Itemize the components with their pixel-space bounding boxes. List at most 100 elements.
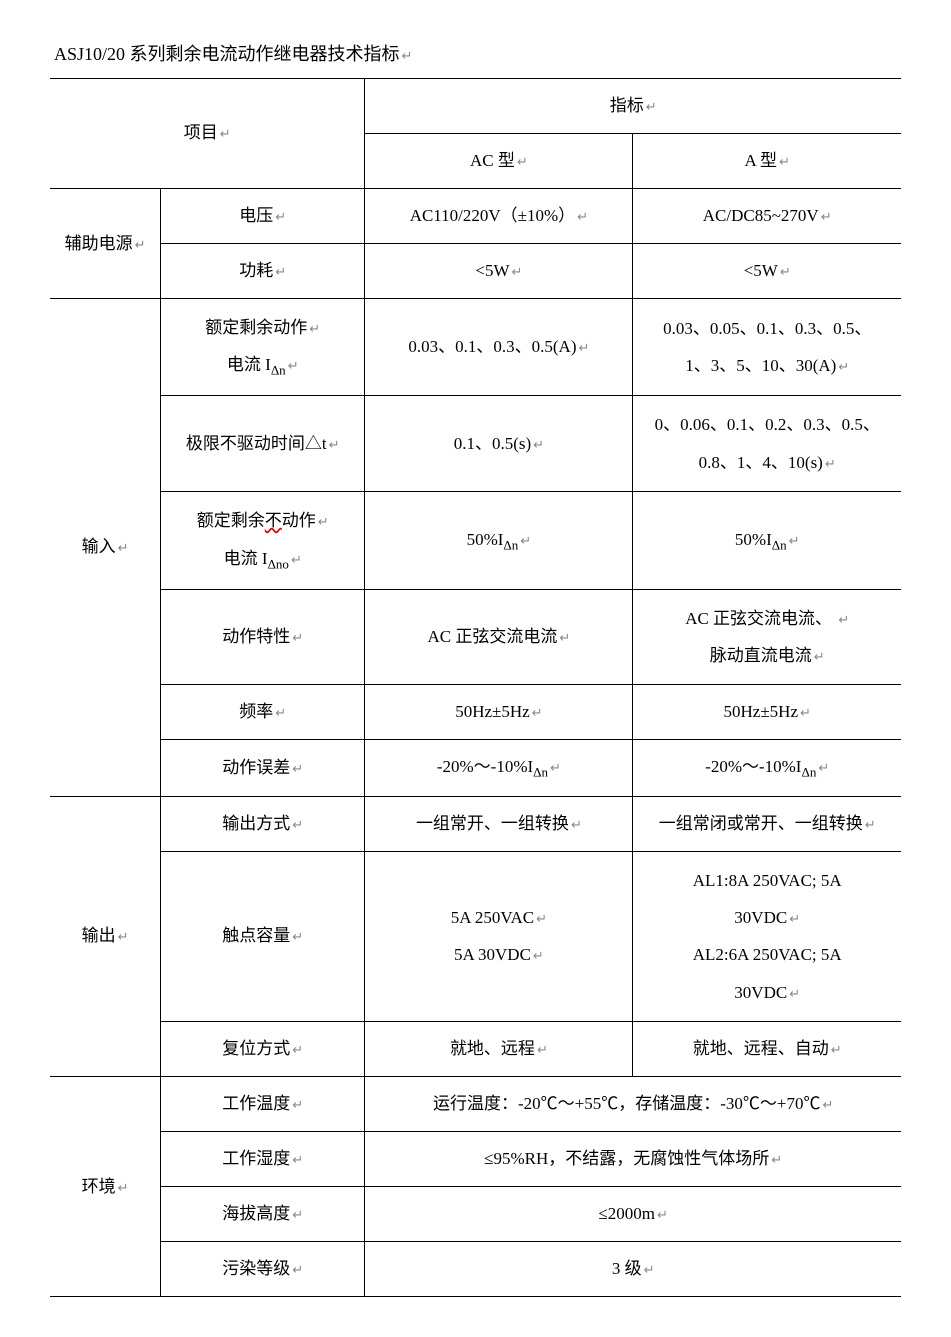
cell-text: 工作湿度 — [222, 1149, 303, 1168]
cell-text: Δno — [268, 556, 289, 571]
cell-text: -20%～-10%I — [437, 757, 533, 776]
output-mode-a: 一组常闭或常开、一组转换 — [633, 796, 901, 851]
reset-a: 就地、远程、自动 — [633, 1022, 901, 1077]
rated-residual-a: 0.03、0.05、0.1、0.3、0.5、 1、3、5、10、30(A) — [633, 299, 901, 396]
cell-text: 一组常闭或常开、一组转换 — [659, 814, 876, 833]
cell-text: 50%I — [735, 530, 772, 549]
cell-text: AC 型 — [470, 151, 528, 170]
table-row: 环境 工作温度 运行温度：-20℃～+55℃，存储温度：-30℃～+70℃ — [50, 1077, 901, 1132]
table-row: 辅助电源 电压 AC110/220V（±10%） AC/DC85~270V — [50, 189, 901, 244]
cell-text: 就地、远程、自动 — [693, 1039, 842, 1058]
cell-text: 动作误差 — [222, 758, 303, 777]
output-mode-label: 输出方式 — [161, 796, 365, 851]
cell-text: Δn — [801, 765, 816, 780]
contact-ac: 5A 250VAC 5A 30VDC — [365, 851, 633, 1022]
rated-no-act-label: 额定剩余不动作 电流 IΔno — [161, 492, 365, 589]
error-a: -20%～-10%IΔn — [633, 740, 901, 796]
char-a: AC 正弦交流电流、 脉动直流电流 — [633, 589, 901, 685]
humid-val: ≤95%RH，不结露，无腐蚀性气体场所 — [365, 1132, 901, 1187]
cell-text: -20%～-10%I — [705, 757, 801, 776]
table-row: 触点容量 5A 250VAC 5A 30VDC AL1:8A 250VAC; 5… — [50, 851, 901, 1022]
cell-text: 就地、远程 — [450, 1039, 548, 1058]
cell-text: 1、3、5、10、30(A) — [685, 356, 849, 375]
cell-text: 辅助电源 — [65, 234, 146, 253]
alt-val: ≤2000m — [365, 1187, 901, 1242]
cell-text: 指标 — [610, 96, 657, 115]
cell-text: AC 正弦交流电流、 — [685, 609, 849, 628]
pollute-label: 污染等级 — [161, 1242, 365, 1297]
reset-ac: 就地、远程 — [365, 1022, 633, 1077]
cell-text: 工作温度 — [222, 1094, 303, 1113]
pollute-val: 3 级 — [365, 1242, 901, 1297]
header-a-type: A 型 — [633, 134, 901, 189]
cell-text: 0.1、0.5(s) — [454, 434, 544, 453]
cell-text: 额定剩余动作 — [205, 318, 320, 337]
cell-text: 极限不驱动时间△t — [186, 434, 340, 453]
cell-text: 污染等级 — [222, 1259, 303, 1278]
table-row: 工作湿度 ≤95%RH，不结露，无腐蚀性气体场所 — [50, 1132, 901, 1187]
cell-text: AC 正弦交流电流、 — [685, 609, 832, 628]
cell-text: AC 正弦交流电流 — [428, 627, 571, 646]
power-ac: <5W — [365, 244, 633, 299]
cell-text: 频率 — [239, 702, 286, 721]
aux-power-label: 辅助电源 — [50, 189, 161, 299]
cell-text: -20%～-10%IΔn — [437, 757, 561, 776]
cell-text: 50Hz±5Hz — [724, 702, 811, 721]
cell-text: ≤95%RH，不结露，无腐蚀性气体场所 — [484, 1149, 782, 1168]
header-project: 项目 — [50, 79, 365, 189]
temp-val: 运行温度：-20℃～+55℃，存储温度：-30℃～+70℃ — [365, 1077, 901, 1132]
page-title: ASJ10/20 系列剩余电流动作继电器技术指标 — [50, 40, 901, 66]
header-indicator: 指标 — [365, 79, 901, 134]
table-row: 功耗 <5W <5W — [50, 244, 901, 299]
cell-text: 30VDC — [734, 908, 800, 927]
cell-text: <5W — [744, 261, 791, 280]
contact-label: 触点容量 — [161, 851, 365, 1022]
cell-text: AL1:8A 250VAC; 5A — [693, 871, 842, 890]
title-text: ASJ10/20 系列剩余电流动作继电器技术指标 — [54, 44, 412, 64]
cell-text: AC110/220V（±10%） — [410, 206, 588, 225]
cell-text: 电流 I — [224, 549, 268, 568]
table-row: 海拔高度 ≤2000m — [50, 1187, 901, 1242]
reset-label: 复位方式 — [161, 1022, 365, 1077]
humid-label: 工作湿度 — [161, 1132, 365, 1187]
contact-a: AL1:8A 250VAC; 5A 30VDC AL2:6A 250VAC; 5… — [633, 851, 901, 1022]
cell-text: 项目 — [184, 123, 231, 142]
cell-text: 电压 — [239, 206, 286, 225]
cell-text: 运行温度：-20℃～+55℃，存储温度：-30℃～+70℃ — [433, 1094, 833, 1113]
output-mode-ac: 一组常开、一组转换 — [365, 796, 633, 851]
cell-text: 额定剩余 — [197, 511, 265, 530]
cell-text: 海拔高度 — [222, 1204, 303, 1223]
cell-text: A 型 — [744, 151, 790, 170]
rated-no-act-a: 50%IΔn — [633, 492, 901, 589]
table-row: 输出 输出方式 一组常开、一组转换 一组常闭或常开、一组转换 — [50, 796, 901, 851]
limit-time-label: 极限不驱动时间△t — [161, 396, 365, 492]
alt-label: 海拔高度 — [161, 1187, 365, 1242]
spec-table: 项目 指标 AC 型 A 型 辅助电源 电压 AC110/220V（±10%） … — [50, 78, 901, 1297]
cell-text: Δn — [271, 363, 286, 378]
table-row: 频率 50Hz±5Hz 50Hz±5Hz — [50, 685, 901, 740]
cell-text: 30VDC — [734, 983, 800, 1002]
env-label: 环境 — [50, 1077, 161, 1297]
cell-text: ≤2000m — [598, 1204, 667, 1223]
cell-text: AL2:6A 250VAC; 5A — [693, 945, 842, 964]
cell-text: 输入 — [82, 537, 129, 556]
limit-time-a: 0、0.06、0.1、0.2、0.3、0.5、 0.8、1、4、10(s) — [633, 396, 901, 492]
freq-a: 50Hz±5Hz — [633, 685, 901, 740]
voltage-label: 电压 — [161, 189, 365, 244]
error-ac: -20%～-10%IΔn — [365, 740, 633, 796]
table-row: 复位方式 就地、远程 就地、远程、自动 — [50, 1022, 901, 1077]
cell-text: 3 级 — [612, 1259, 655, 1278]
cell-text: -20%～-10%IΔn — [705, 757, 829, 776]
voltage-ac: AC110/220V（±10%） — [365, 189, 633, 244]
cell-text: 50Hz±5Hz — [455, 702, 542, 721]
limit-time-ac: 0.1、0.5(s) — [365, 396, 633, 492]
cell-text: AC/DC85~270V — [703, 206, 832, 225]
cell-text: 功耗 — [239, 261, 286, 280]
cell-text: 不 — [265, 511, 282, 530]
cell-text: Δn — [772, 537, 787, 552]
cell-text: 动作特性 — [222, 627, 303, 646]
cell-text: 电流 IΔn — [227, 355, 299, 374]
cell-text: 一组常开、一组转换 — [416, 814, 582, 833]
power-a: <5W — [633, 244, 901, 299]
rated-no-act-ac: 50%IΔn — [365, 492, 633, 589]
